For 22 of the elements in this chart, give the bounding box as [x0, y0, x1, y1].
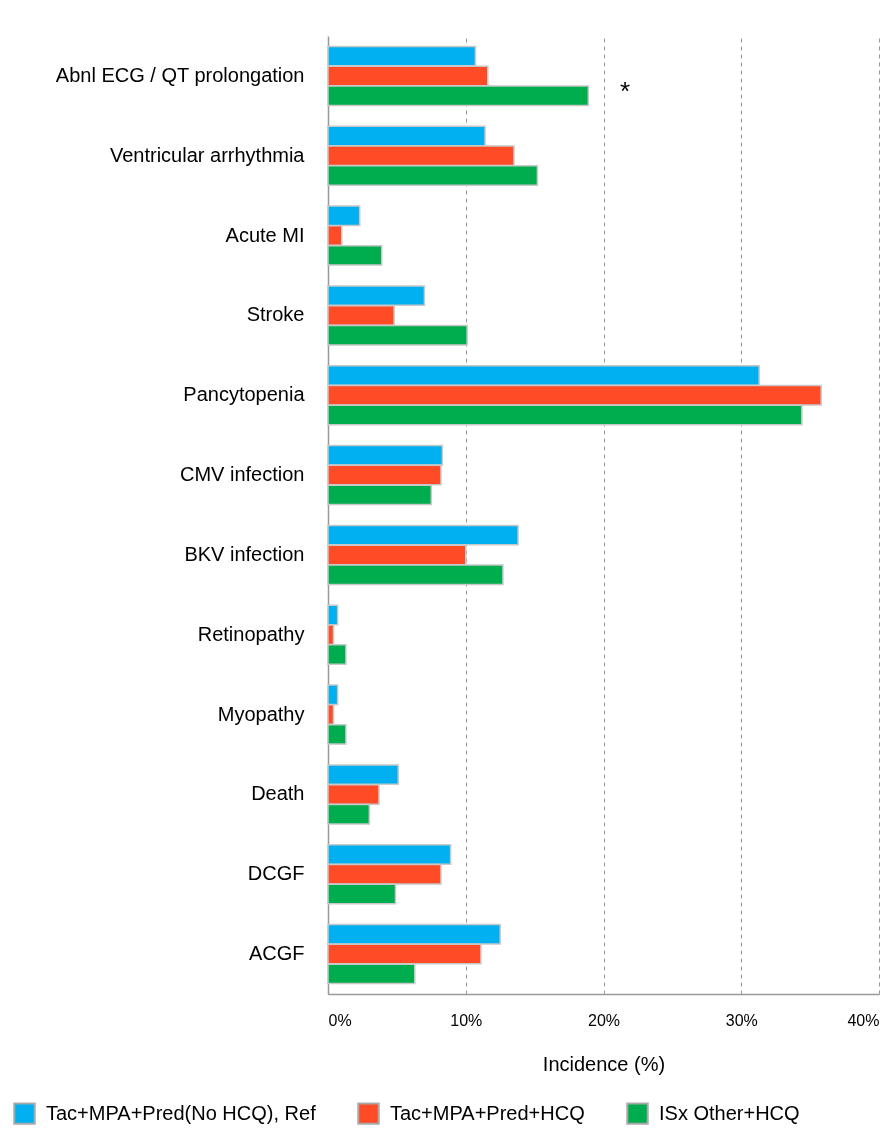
y-tick-label: DCGF — [247, 862, 305, 885]
y-tick-label: Abnl ECG / QT prolongation — [55, 63, 305, 86]
y-tick-label: Stroke — [246, 303, 305, 326]
x-axis-title: Incidence (%) — [542, 1052, 666, 1075]
x-tick-label: 30% — [725, 1011, 758, 1029]
y-tick-label: Pancytopenia — [183, 383, 306, 406]
legend-label: Tac+MPA+Pred(No HCQ), Ref — [46, 1101, 317, 1124]
y-tick-label: Myopathy — [217, 702, 305, 725]
y-tick-label: ACGF — [248, 942, 305, 965]
y-tick-label: CMV infection — [180, 463, 305, 486]
x-tick-label: 20% — [587, 1011, 621, 1029]
legend-label: Tac+MPA+Pred+HCQ — [390, 1101, 585, 1124]
annotation: * — [619, 76, 631, 106]
x-tick-label: 0% — [328, 1011, 352, 1029]
legend-label: ISx Other+HCQ — [659, 1101, 800, 1124]
y-tick-label: Acute MI — [225, 223, 305, 246]
y-tick-label: Death — [251, 782, 305, 805]
y-tick-label: Retinopathy — [197, 622, 305, 645]
x-tick-label: 10% — [450, 1011, 483, 1029]
y-tick-label: BKV infection — [184, 542, 305, 565]
x-tick-label: 40% — [847, 1011, 880, 1029]
y-tick-label: Ventricular arrhythmia — [109, 143, 306, 166]
